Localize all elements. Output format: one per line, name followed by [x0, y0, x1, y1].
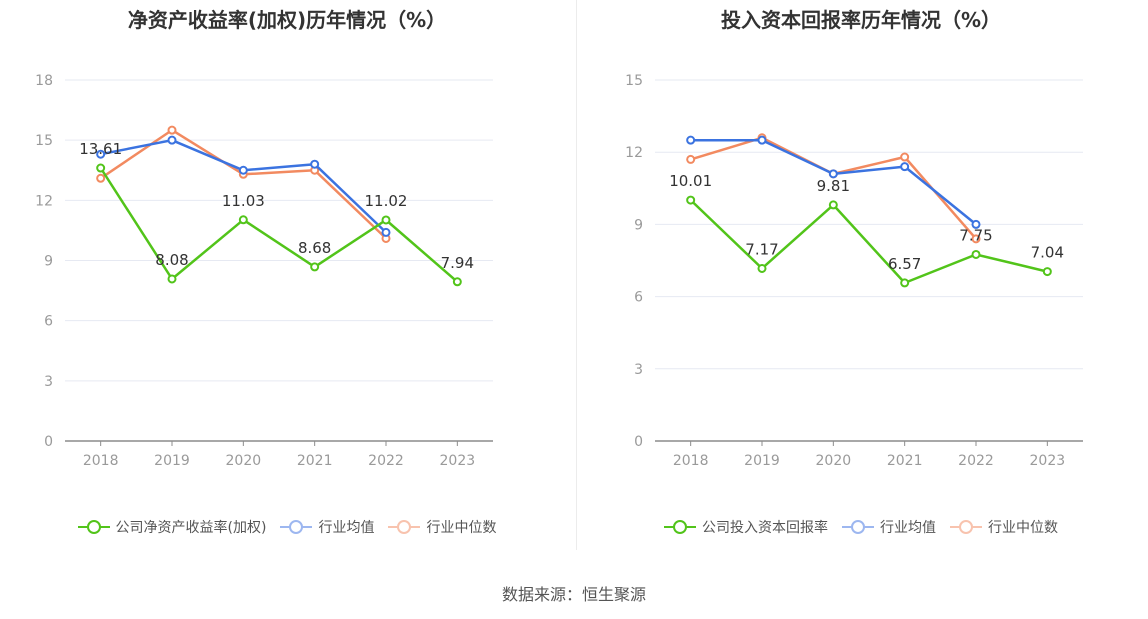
- data-point: [971, 219, 981, 229]
- legend-company-roic[interactable]: 公司投入资本回报率: [664, 517, 828, 537]
- roe-chart-panel: 净资产收益率(加权)历年情况（%） 0 3 6 9 12 15 18 2018 2019 2020…: [0, 0, 574, 560]
- data-point: [238, 215, 248, 225]
- data-point: [686, 154, 696, 164]
- legend-industry-mean[interactable]: 行业均值: [280, 517, 374, 537]
- data-label: 11.03: [222, 192, 265, 210]
- data-point: [96, 163, 106, 173]
- data-point: [971, 234, 981, 244]
- legend-label-mean: 行业均值: [318, 520, 375, 536]
- y-tick-label: 6: [634, 290, 643, 306]
- x-tick-label: 2019: [744, 453, 780, 469]
- x-tick-label: 2018: [83, 453, 119, 469]
- y-tick-label: 15: [625, 73, 643, 89]
- data-point: [238, 165, 248, 175]
- y-tick-label: 9: [634, 217, 643, 233]
- legend-swatch-company: [664, 519, 696, 535]
- y-tick-label: 3: [634, 362, 643, 378]
- legend-label-median: 行业中位数: [426, 520, 497, 536]
- legend-swatch-median: [950, 519, 982, 535]
- data-label: 11.02: [365, 192, 408, 210]
- data-point: [167, 125, 177, 135]
- roe-line-chart: 0 3 6 9 12 15 18 2018 2019 2020 2021 2022 2023 13.61 8…: [35, 73, 493, 469]
- data-point: [971, 249, 981, 259]
- data-label: 7.04: [1031, 244, 1064, 262]
- data-label: 13.61: [79, 140, 122, 158]
- roic-chart-title: 投入资本回报率历年情况（%）: [720, 8, 1002, 32]
- data-point: [452, 277, 462, 287]
- x-tick-label: 2022: [958, 453, 994, 469]
- data-label: 10.01: [669, 172, 712, 190]
- y-tick-label: 9: [44, 254, 53, 270]
- data-point: [167, 135, 177, 145]
- data-label: 8.68: [298, 239, 331, 257]
- x-tick-label: 2021: [887, 453, 923, 469]
- roe-chart-legend: 公司净资产收益率(加权) 行业均值 行业中位数: [0, 517, 574, 537]
- legend-industry-mean[interactable]: 行业均值: [842, 517, 936, 537]
- roic-line-chart: 0 3 6 9 12 15 2018 2019 2020 2021 2022 2023 10.01 7.1…: [625, 73, 1083, 469]
- x-tick-label: 2023: [1030, 453, 1066, 469]
- legend-swatch-company: [77, 519, 110, 535]
- data-point: [96, 149, 106, 159]
- data-point: [900, 152, 910, 162]
- data-label: 6.57: [888, 255, 921, 273]
- data-point: [757, 135, 767, 145]
- roic-chart-panel: 投入资本回报率历年情况（%） 0 3 6 9 12 15 2018 2019 2020 2021 2…: [574, 0, 1148, 560]
- data-point: [828, 169, 838, 179]
- data-point: [310, 262, 320, 272]
- x-tick-label: 2018: [673, 453, 709, 469]
- x-tick-label: 2023: [440, 453, 476, 469]
- data-label: 9.81: [817, 177, 850, 195]
- y-tick-label: 12: [625, 145, 643, 161]
- legend-label-company: 公司净资产收益率(加权): [115, 520, 267, 536]
- data-point: [1042, 267, 1052, 277]
- data-point: [686, 195, 696, 205]
- data-label: 7.17: [745, 240, 778, 258]
- legend-industry-median[interactable]: 行业中位数: [950, 517, 1058, 537]
- x-tick-label: 2021: [297, 453, 333, 469]
- series-line-0: [689, 199, 1048, 285]
- data-point: [167, 274, 177, 284]
- data-point: [96, 173, 106, 183]
- data-label: 7.75: [959, 226, 992, 244]
- data-source-note: 数据来源：恒生聚源: [501, 585, 646, 604]
- series-line-0: [99, 167, 459, 283]
- legend-swatch-mean: [842, 519, 874, 535]
- data-point: [828, 200, 838, 210]
- y-tick-label: 15: [35, 133, 53, 149]
- legend-company-roe[interactable]: 公司净资产收益率(加权): [77, 517, 267, 537]
- y-tick-label: 0: [634, 434, 643, 450]
- data-point: [310, 159, 320, 169]
- data-label: 7.94: [441, 254, 474, 272]
- panel-divider: [576, 0, 577, 550]
- data-point: [686, 135, 696, 145]
- y-tick-label: 0: [44, 434, 53, 450]
- data-point: [900, 278, 910, 288]
- y-tick-label: 6: [44, 314, 53, 330]
- data-point: [900, 162, 910, 172]
- y-tick-label: 3: [44, 374, 53, 390]
- x-tick-label: 2022: [368, 453, 404, 469]
- data-point: [757, 263, 767, 273]
- data-point: [381, 215, 391, 225]
- y-tick-label: 12: [35, 193, 53, 209]
- x-tick-label: 2019: [154, 453, 190, 469]
- y-tick-label: 18: [35, 73, 53, 89]
- legend-industry-median[interactable]: 行业中位数: [388, 517, 496, 537]
- x-tick-label: 2020: [226, 453, 262, 469]
- data-point: [381, 227, 391, 237]
- legend-swatch-median: [388, 519, 421, 535]
- legend-label-median: 行业中位数: [988, 520, 1058, 536]
- data-label: 8.08: [155, 251, 188, 269]
- legend-swatch-mean: [280, 519, 313, 535]
- roe-chart-title: 净资产收益率(加权)历年情况（%）: [127, 8, 447, 32]
- legend-label-company: 公司投入资本回报率: [702, 520, 828, 536]
- legend-label-mean: 行业均值: [880, 520, 936, 536]
- roic-chart-legend: 公司投入资本回报率 行业均值 行业中位数: [574, 517, 1148, 537]
- x-tick-label: 2020: [816, 453, 852, 469]
